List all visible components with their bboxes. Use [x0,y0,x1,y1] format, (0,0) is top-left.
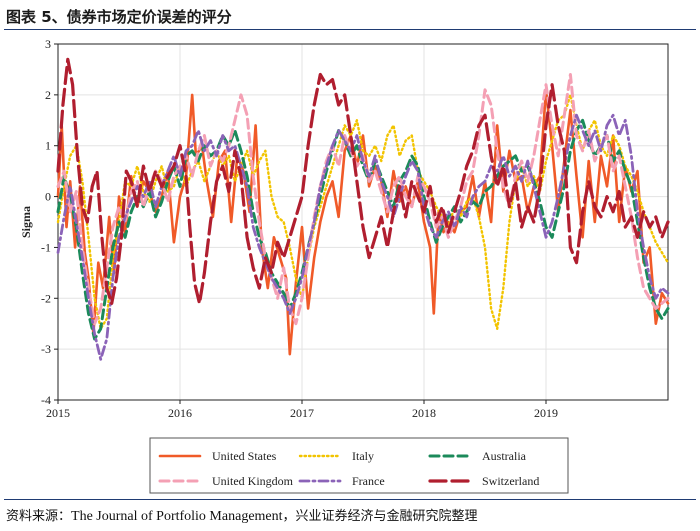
legend-label-united-states: United States [212,449,277,463]
series-layer [56,57,670,361]
grid [57,43,668,401]
series-line-france [56,113,670,361]
x-tick-label: 2016 [168,406,192,420]
legend-label-switzerland: Switzerland [482,474,539,488]
source-note: 资料来源：The Journal of Portfolio Management… [6,505,478,525]
title-rule [4,29,696,30]
y-tick-label: -4 [41,393,51,407]
y-tick-label: -3 [41,342,51,356]
figure-title: 图表 5、债券市场定价误差的评分 [6,8,232,26]
legend-label-france: France [352,474,385,488]
source-rule [4,499,696,500]
y-axis-label: Sigma [19,206,33,238]
plot-frame [57,43,669,401]
legend-label-united-kingdom: United Kingdom [212,474,294,488]
legend: United States Italy Australia United Kingdo… [149,437,569,494]
legend-box [149,437,569,494]
source-main: The Journal of Portfolio Management [71,509,283,524]
legend-label-italy: Italy [352,449,374,463]
x-tick-label: 2018 [412,406,436,420]
x-tick-label: 2015 [46,406,70,420]
x-tick-label: 2019 [534,406,558,420]
y-tick-label: 0 [45,190,51,204]
series-line-united-kingdom [56,73,670,326]
legend-label-australia: Australia [482,449,527,463]
series-line-switzerland [56,57,670,305]
y-tick-label: 1 [45,139,51,153]
source-suffix: ，兴业证券经济与金融研究院整理 [282,509,478,524]
y-tick-label: -1 [41,240,51,254]
y-tick-label: 3 [45,37,51,51]
axis-ticks: -4 -3 -2 -1 0 1 2 3 2015 2016 2017 2018 2019 [41,37,558,420]
source-prefix: 资料来源： [6,509,72,524]
chart: -4 -3 -2 -1 0 1 2 3 2015 2016 2017 2018 2019 Sigma U… [19,37,670,494]
x-tick-label: 2017 [290,406,314,420]
y-tick-label: 2 [45,88,51,102]
y-tick-label: -2 [41,291,51,305]
